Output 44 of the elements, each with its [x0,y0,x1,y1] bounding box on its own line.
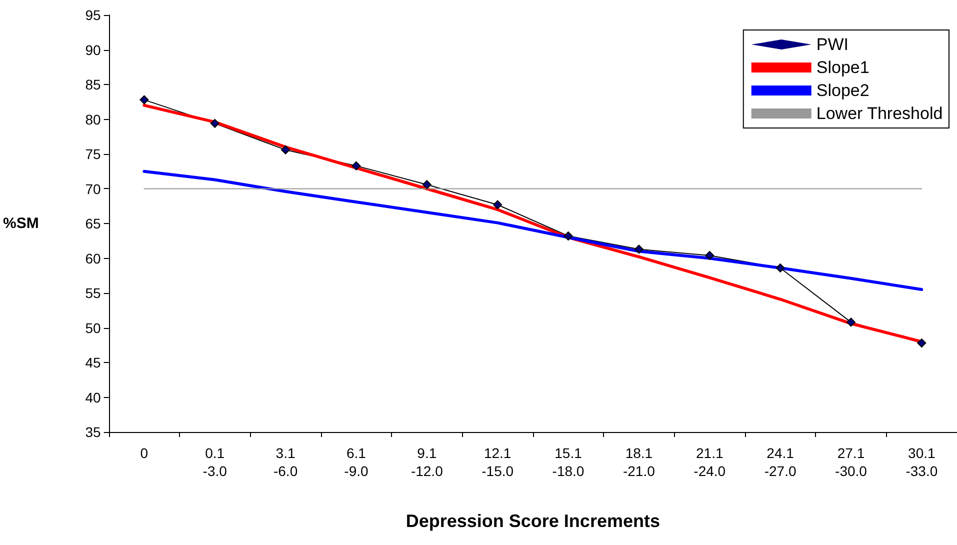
point [564,232,573,241]
x-tick-label: 3.1 -6.0 [273,445,298,479]
legend-label: PWI [816,35,848,54]
point [917,338,926,348]
point [422,180,432,190]
x-axis-title: Depression Score Increments [406,511,660,531]
x-tick-label: 6.1 -9.0 [344,445,368,479]
point [705,250,714,260]
y-tick-label: 55 [85,285,102,301]
point [352,161,361,170]
x-tick-label: 24.1 -27.0 [764,445,796,479]
y-tick-label: 80 [85,111,102,128]
point [140,95,149,104]
x-tick-label: 27.1 -30.0 [835,445,868,479]
point [281,145,290,154]
x-tick-label: 18.1 -21.0 [622,445,656,479]
y-tick-label: 95 [85,7,102,23]
x-tick-label: 30.1 -33.0 [906,445,938,479]
x-tick-label: 0.1 -3.0 [202,445,228,479]
point [493,200,502,210]
point [846,318,856,327]
y-tick-label: 85 [85,76,102,92]
y-tick-label: 65 [85,216,102,232]
y-tick-label: 60 [85,250,102,266]
y-tick-label: 90 [85,42,102,58]
y-axis-title: %SM [2,215,39,232]
x-tick-label: 12.1 -15.0 [482,445,514,479]
legend-label: Slope1 [816,58,870,77]
y-tick-label: 35 [85,424,102,440]
x-tick-label: 0 [140,445,148,461]
y-tick-label: 50 [85,320,102,336]
point [776,263,785,272]
line-series [142,170,924,292]
y-tick-label: 75 [85,146,102,162]
point [210,118,220,128]
point [634,244,644,254]
y-tick-label: 45 [85,354,102,370]
y-tick-label: 70 [85,180,102,197]
x-tick-label: 15.1 -18.0 [552,445,584,479]
legend-label: Lower Threshold [816,104,943,123]
y-tick-label: 40 [85,389,102,406]
x-tick-label: 21.1 -24.0 [694,445,726,479]
x-tick-label: 9.1 -12.0 [410,445,444,479]
legend-label: Slope2 [816,81,870,100]
